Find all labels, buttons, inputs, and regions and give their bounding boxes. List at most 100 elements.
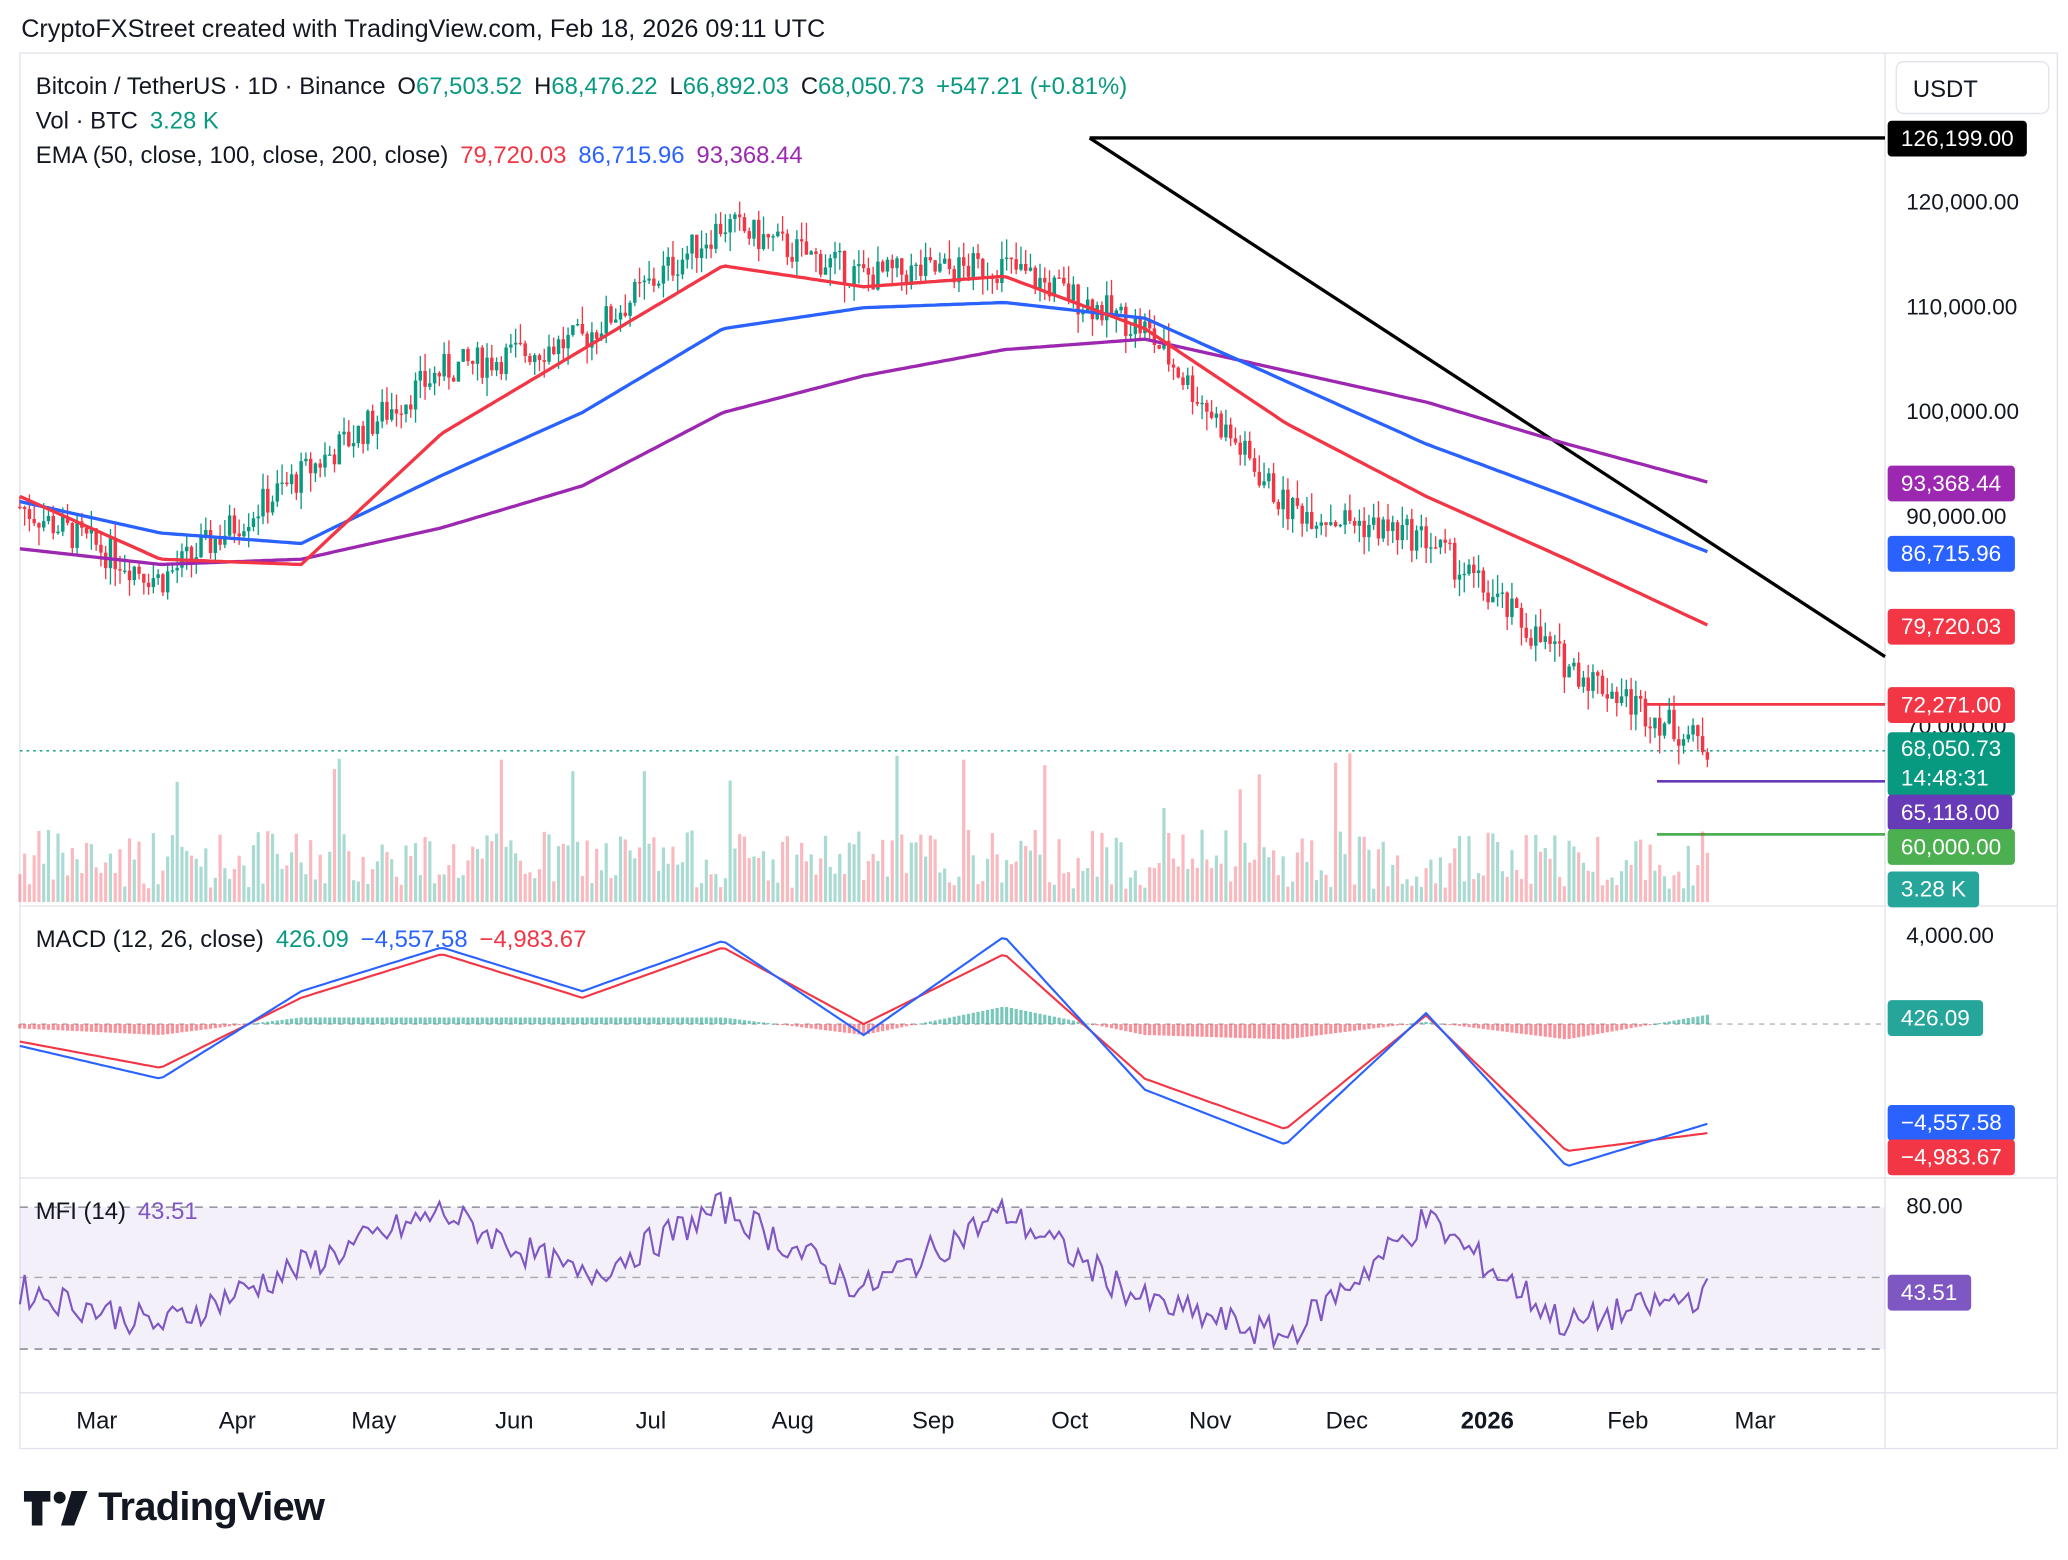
macd-hist-bar <box>1538 1024 1543 1037</box>
volume-bar <box>1481 875 1485 903</box>
volume-bar <box>1262 847 1266 903</box>
volume-bar <box>528 872 532 903</box>
volume-label[interactable]: Vol · BTC <box>35 107 138 134</box>
macd-hist-bar <box>1467 1024 1471 1028</box>
volume-bar <box>1319 870 1323 903</box>
macd-hist-bar <box>1109 1024 1114 1029</box>
macd-hist-bar <box>1057 1017 1061 1025</box>
volume-bar <box>618 836 623 903</box>
candle-body <box>552 346 556 354</box>
macd-hist-bar <box>1362 1024 1366 1030</box>
volume-bar <box>1205 859 1209 903</box>
candle-body <box>1176 367 1180 378</box>
mfi-axis-label: 43.51 <box>1887 1274 1971 1311</box>
volume-bar <box>804 861 809 903</box>
candle-body <box>904 274 909 286</box>
tradingview-logo[interactable]: TradingView <box>23 1486 325 1531</box>
volume-bar <box>208 887 213 903</box>
volume-bar <box>819 858 823 903</box>
volume-bar <box>523 873 527 903</box>
macd-hist-bar <box>371 1017 375 1025</box>
volume-bar <box>1233 866 1238 903</box>
volume-bar <box>147 888 151 903</box>
macd-hist-bar <box>375 1017 379 1025</box>
candle-body <box>571 325 575 335</box>
candle-body <box>1071 284 1076 301</box>
candle-body <box>1352 520 1357 526</box>
candle-body <box>1596 672 1600 676</box>
volume-bar <box>123 886 127 903</box>
macd-signal-value: −4,983.67 <box>479 925 587 953</box>
candle-body <box>566 334 570 349</box>
volume-bar <box>885 876 890 903</box>
volume-bar <box>595 848 599 903</box>
volume-bar <box>1500 871 1504 903</box>
candle-body <box>1686 734 1691 740</box>
macd-hist-bar <box>1310 1024 1314 1037</box>
macd-hist-bar <box>204 1024 208 1030</box>
candle-body <box>1128 334 1133 336</box>
macd-hist-bar <box>766 1023 770 1025</box>
macd-hist-bar <box>385 1017 389 1025</box>
volume-bar <box>290 852 294 903</box>
symbol-title[interactable]: Bitcoin / TetherUS · 1D · Binance <box>35 72 386 100</box>
volume-bar <box>347 851 351 903</box>
volume-bar <box>924 856 928 903</box>
macd-label[interactable]: MACD (12, 26, close) <box>35 925 264 953</box>
candle-body <box>1243 440 1247 455</box>
macd-hist-bar <box>771 1023 775 1025</box>
candle-body <box>637 282 642 284</box>
x-tick-2026: 2026 <box>1460 1407 1514 1434</box>
candle-body <box>618 312 623 320</box>
macd-hist-bar <box>85 1024 89 1032</box>
volume-bar <box>876 860 880 903</box>
volume-bar <box>1357 836 1361 903</box>
currency-selector[interactable]: USDT <box>1895 61 2050 115</box>
macd-hist-bar <box>590 1017 594 1025</box>
chart-canvas[interactable] <box>0 0 2068 1459</box>
candle-body <box>966 265 971 277</box>
volume-bar <box>871 853 875 903</box>
volume-bar <box>390 859 394 903</box>
low-label: L <box>669 72 683 100</box>
volume-bar <box>142 883 146 903</box>
candle-body <box>223 535 227 545</box>
macd-hist-bar <box>1677 1019 1681 1025</box>
macd-hist-bar <box>1605 1024 1609 1033</box>
candle-body <box>1400 525 1405 541</box>
volume-bar <box>895 755 899 903</box>
volume-bar <box>928 835 932 903</box>
macd-hist-bar <box>1667 1021 1671 1025</box>
volume-bar <box>1109 884 1114 903</box>
macd-hist-bar <box>547 1017 551 1025</box>
volume-bar <box>1677 871 1681 903</box>
volume-bar <box>99 872 103 903</box>
macd-hist-bar <box>1181 1024 1185 1037</box>
descending-trendline[interactable] <box>1088 136 1886 659</box>
volume-bar <box>1052 884 1056 903</box>
candle-body <box>1405 519 1409 526</box>
macd-hist-bar <box>1257 1024 1261 1039</box>
macd-hist-bar <box>170 1024 175 1034</box>
macd-hist-bar <box>428 1017 432 1025</box>
volume-bar <box>1243 842 1247 903</box>
candle-body <box>866 268 871 275</box>
mfi-label[interactable]: MFI (14) <box>35 1197 126 1225</box>
candle-body <box>981 258 985 279</box>
volume-bar <box>547 834 551 903</box>
volume-bar <box>94 867 98 903</box>
volume-bar <box>676 864 680 903</box>
candle-body <box>609 306 613 323</box>
candle-body <box>890 259 894 269</box>
macd-hist-bar <box>1162 1024 1166 1036</box>
volume-bar <box>309 840 313 903</box>
candle-body <box>1453 542 1457 580</box>
ema-label[interactable]: EMA (50, close, 100, close, 200, close) <box>35 141 449 169</box>
price-tick-110k: 110,000.00 <box>1906 294 2018 320</box>
candle-body <box>1038 277 1042 290</box>
macd-hist-bar <box>1624 1024 1628 1029</box>
candle-body <box>633 282 637 303</box>
volume-bar <box>1133 870 1137 903</box>
macd-hist-bar <box>194 1024 198 1031</box>
volume-bar <box>533 878 537 903</box>
